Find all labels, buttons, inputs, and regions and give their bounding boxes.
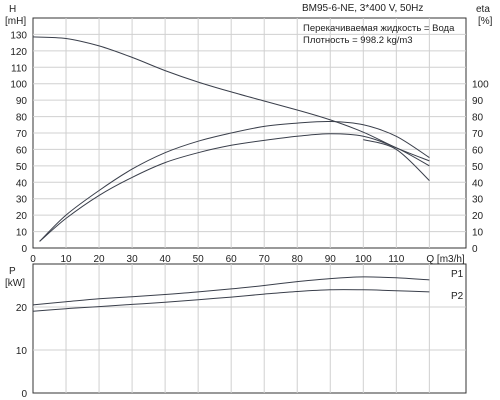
eta-tick-label: 30 — [472, 195, 484, 206]
fluid-annotation: Перекачиваемая жидкость = Вода — [303, 23, 455, 34]
power-tick-label: 0 — [21, 389, 27, 400]
eta-tick-label: 20 — [472, 211, 484, 222]
power-axis-unit: [kW] — [5, 278, 25, 289]
efficiency-curve — [39, 133, 430, 242]
x-tick-label: 20 — [93, 254, 105, 265]
efficiency-curve — [39, 120, 430, 242]
power-panel: 0 10 20 P1 P2 P [kW] — [5, 263, 467, 400]
x-tick-labels: 0 10 20 30 40 50 60 70 80 90 100 110 Q [m3/h] — [30, 254, 465, 265]
eta-tick-label: 90 — [472, 96, 484, 107]
head-tick-label: 10 — [16, 228, 28, 239]
head-tick-label: 130 — [10, 30, 27, 41]
head-axis-unit: [mH] — [5, 16, 26, 27]
eta-axis-label: eta — [476, 4, 490, 15]
head-curve — [32, 36, 430, 162]
head-tick-label: 40 — [16, 178, 28, 189]
x-tick-label: 60 — [226, 254, 238, 265]
head-tick-label: 100 — [10, 80, 27, 91]
x-tick-label: 50 — [193, 254, 205, 265]
x-tick-label: 70 — [259, 254, 271, 265]
eta-tick-label: 70 — [472, 129, 484, 140]
power-tick-label: 10 — [16, 346, 28, 357]
eta-tick-label: 100 — [472, 80, 489, 91]
power-tick-label: 20 — [16, 303, 28, 314]
eta-tick-label: 60 — [472, 145, 484, 156]
legend-label-p1: P1 — [451, 269, 464, 280]
efficiency-curve — [363, 139, 430, 181]
head-tick-label: 70 — [16, 129, 28, 140]
power-plot-frame — [32, 263, 467, 394]
eta-tick-label: 0 — [472, 244, 478, 255]
density-annotation: Плотность = 998.2 kg/m3 — [303, 35, 413, 46]
x-tick-label: 10 — [60, 254, 72, 265]
head-tick-label: 90 — [16, 96, 28, 107]
head-tick-label: 30 — [16, 195, 28, 206]
x-tick-label: 110 — [388, 254, 404, 265]
x-tick-label: 100 — [355, 254, 372, 265]
x-tick-label: 40 — [160, 254, 172, 265]
eta-tick-label: 80 — [472, 113, 484, 124]
eta-axis-unit: [%] — [478, 16, 493, 27]
eta-tick-labels: 0 10 20 30 40 50 60 70 80 90 100 — [472, 80, 489, 255]
x-tick-label: 80 — [292, 254, 304, 265]
power-tick-labels: 0 10 20 — [16, 303, 28, 400]
head-plot-grid — [33, 18, 466, 248]
x-axis-label: Q [m3/h] — [426, 254, 465, 265]
head-axis-label: H — [9, 4, 16, 15]
power-plot-grid — [33, 264, 466, 393]
head-tick-label: 120 — [10, 47, 27, 58]
eta-tick-label: 10 — [472, 228, 484, 239]
power-curve-p1 — [32, 276, 430, 306]
power-legend: P1 P2 — [451, 269, 464, 302]
x-tick-label: 30 — [127, 254, 139, 265]
head-tick-label: 60 — [16, 145, 28, 156]
head-tick-label: 0 — [21, 244, 27, 255]
x-tick-label: 0 — [30, 254, 36, 265]
head-tick-label: 110 — [11, 63, 27, 74]
x-tick-label: 90 — [325, 254, 337, 265]
head-tick-labels: 0 10 20 30 40 50 60 70 80 90 100 110 120 130 — [10, 30, 27, 255]
power-curve-p2 — [32, 289, 430, 312]
title-box — [300, 0, 466, 15]
eta-tick-label: 40 — [472, 178, 484, 189]
head-efficiency-curves — [32, 36, 430, 242]
head-tick-label: 80 — [16, 113, 28, 124]
chart-title: BM95-6-NE, 3*400 V, 50Hz — [302, 3, 423, 14]
power-curves — [32, 276, 430, 312]
legend-label-p2: P2 — [451, 291, 464, 302]
head-tick-label: 50 — [16, 162, 28, 173]
power-axis-label: P — [9, 266, 16, 277]
eta-tick-label: 50 — [472, 162, 484, 173]
head-efficiency-panel: 0 10 20 30 40 50 60 70 80 90 100 110 Q [m3/h] 010203… — [5, 0, 493, 265]
head-tick-label: 20 — [16, 211, 28, 222]
